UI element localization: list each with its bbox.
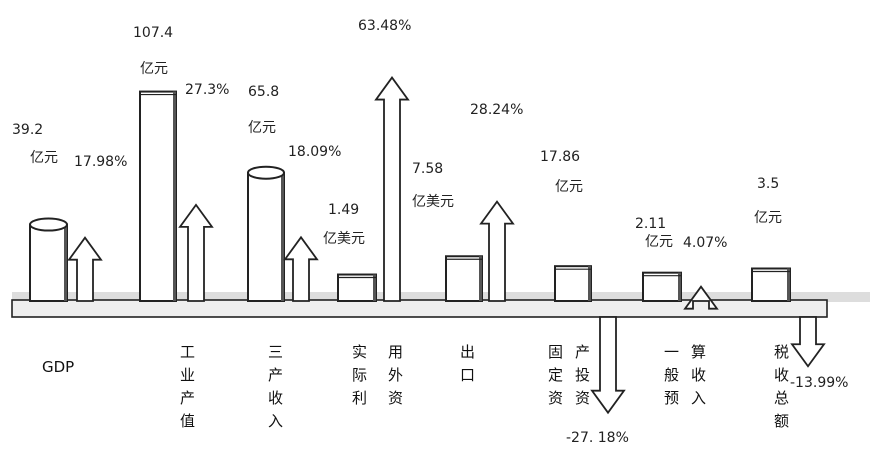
bar-sc [247, 165, 285, 302]
unit-label-gyczh: 亿元 [140, 61, 168, 77]
value-label-gdzc: 17.86 [540, 149, 580, 165]
category-label-ybys: 一般预算收入 [664, 343, 706, 407]
category-label-sc: 三产收入 [268, 343, 283, 430]
value-label-gyczh: 107.4 [133, 25, 173, 41]
chart-labels: 39.2 亿元 17.98% GDP 107.4 亿元 27.3% 工业产值 65.8 亿元 18.… [12, 18, 848, 446]
category-label-gyczh: 工业产值 [180, 343, 195, 430]
bar-gdp [29, 217, 68, 302]
unit-label-ck: 亿美元 [412, 194, 454, 210]
value-label-sc: 65.8 [248, 84, 279, 100]
category-label-ss: 税收总额 [774, 343, 789, 430]
arrow-gdp [67, 236, 103, 302]
percent-label-ss: -13.99% [790, 375, 848, 391]
arrow-gyczh [178, 203, 214, 302]
percent-label-ck: 28.24% [470, 102, 523, 118]
unit-label-sc: 亿元 [248, 120, 276, 136]
value-label-sjly: 1.49 [328, 202, 359, 218]
value-bars [29, 90, 791, 303]
value-label-gdp: 39.2 [12, 122, 43, 138]
unit-label-gdp: 亿元 [30, 150, 58, 166]
category-label-gdzc: 固定资产投资 [548, 343, 590, 407]
category-label-gdp: GDP [42, 358, 74, 376]
arrow-sc [283, 235, 319, 302]
bar-sjly [337, 273, 377, 302]
percent-label-sc: 18.09% [288, 144, 341, 160]
unit-label-ss: 亿元 [754, 210, 782, 226]
percent-label-gdzc: -27. 18% [566, 430, 629, 446]
unit-label-gdzc: 亿元 [555, 179, 583, 195]
bar-ss [751, 267, 791, 302]
unit-label-ybys: 亿元 [645, 234, 673, 250]
bar-gdzc [554, 265, 592, 303]
arrow-ybys [683, 285, 719, 310]
value-label-ybys: 2.11 [635, 216, 666, 232]
growth-arrows [67, 76, 826, 415]
percent-label-gyczh: 27.3% [185, 82, 229, 98]
value-label-ss: 3.5 [757, 176, 779, 192]
arrow-sjly [374, 76, 410, 302]
percent-label-ybys: 4.07% [683, 235, 727, 251]
baseline-shadow [12, 292, 870, 302]
category-label-sjly: 实际利用外资 [352, 343, 403, 407]
unit-label-sjly: 亿美元 [323, 231, 365, 247]
bar-ybys [642, 271, 682, 303]
percent-label-gdp: 17.98% [74, 154, 127, 170]
percent-label-sjly: 63.48% [358, 18, 411, 34]
bar-ck [445, 255, 483, 303]
value-label-ck: 7.58 [412, 161, 443, 177]
category-label-ck: 出口 [460, 343, 475, 384]
arrow-ss [790, 316, 826, 368]
baseline-platform [11, 292, 870, 318]
baseline-bar [11, 299, 828, 318]
arrow-ck [479, 200, 515, 302]
bar-gyczh [139, 90, 177, 302]
arrow-gdzc [590, 316, 626, 415]
